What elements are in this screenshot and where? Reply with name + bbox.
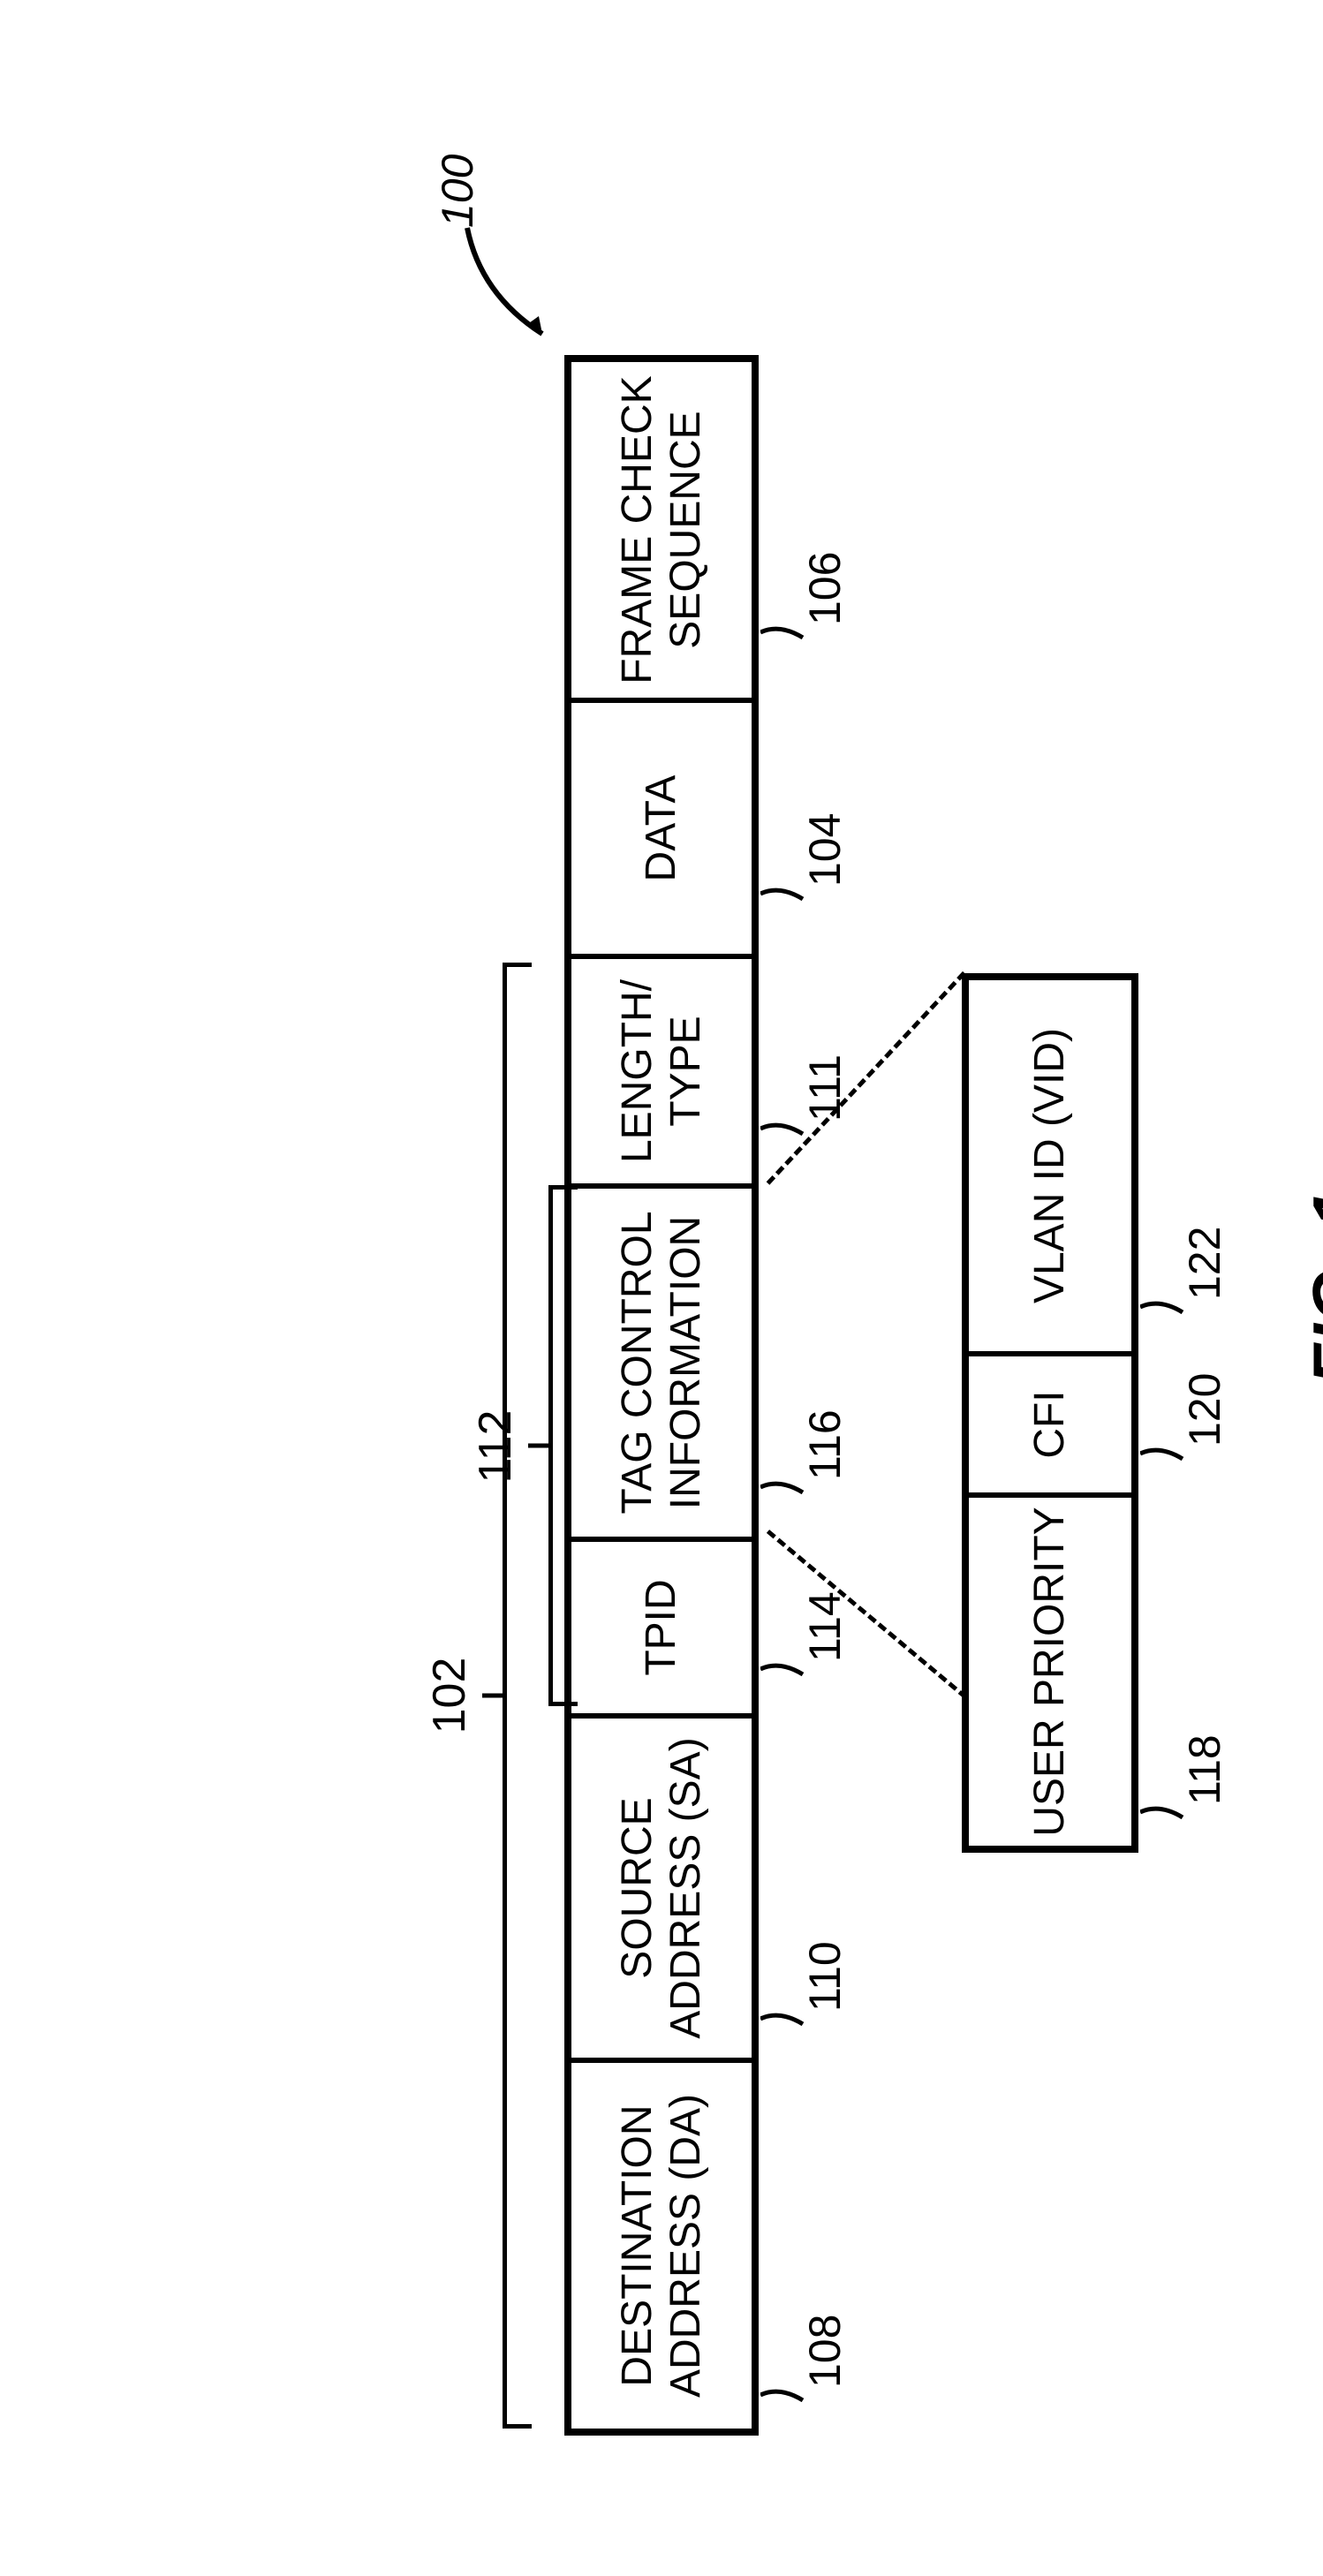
tci-field: USER PRIORITY — [969, 1492, 1131, 1846]
frame-field: TPID — [571, 1537, 752, 1713]
ref-tick — [760, 1100, 805, 1136]
expand-line-right — [767, 971, 966, 1185]
frame-structure: DESTINATIONADDRESS (DA)SOURCEADDRESS (SA… — [564, 355, 759, 2436]
ref-tick — [760, 1641, 805, 1676]
bracket-header — [503, 963, 507, 2429]
ref-118: 118 — [1179, 1734, 1230, 1805]
frame-field: DATA — [571, 698, 752, 954]
figure-label: FIG. 1 — [1297, 1138, 1323, 1437]
ref-116: 116 — [799, 1409, 850, 1480]
ref-122: 122 — [1179, 1227, 1230, 1300]
ref-tick — [1140, 1784, 1184, 1819]
ref-104: 104 — [799, 813, 850, 887]
frame-field: DESTINATIONADDRESS (DA) — [571, 2058, 752, 2429]
ref-111: 111 — [799, 1054, 850, 1122]
ref-tick — [1140, 1279, 1184, 1314]
ref-102: 102 — [423, 1658, 476, 1734]
ref-100: 100 — [432, 155, 483, 228]
ref-tick — [760, 604, 805, 639]
ref-108: 108 — [799, 2315, 850, 2388]
ref-100-arrow — [458, 210, 560, 343]
ref-tick — [1140, 1425, 1184, 1461]
figure-caption: FIG. 1 (PRIOR ART) — [1297, 1138, 1323, 1437]
ref-120: 120 — [1179, 1373, 1230, 1447]
tci-field: VLAN ID (VID) — [969, 980, 1131, 1351]
tci-field: CFI — [969, 1351, 1131, 1492]
ref-tick — [760, 1991, 805, 2026]
ref-tick — [760, 865, 805, 901]
frame-field: LENGTH/TYPE — [571, 954, 752, 1183]
ref-tick — [760, 1459, 805, 1494]
frame-field: SOURCEADDRESS (SA) — [571, 1713, 752, 2058]
frame-field: FRAME CHECKSEQUENCE — [571, 362, 752, 698]
ref-106: 106 — [799, 552, 850, 625]
diagram-root: 102 112 100 DESTINATIONADDRESS (DA)SOURC… — [564, 140, 759, 2436]
ref-114: 114 — [799, 1591, 850, 1662]
ref-112: 112 — [469, 1410, 522, 1484]
ref-110: 110 — [799, 1941, 850, 2012]
ref-tick — [760, 2367, 805, 2402]
bracket-tag — [548, 1185, 553, 1706]
frame-field: TAG CONTROLINFORMATION — [571, 1183, 752, 1537]
tci-structure: USER PRIORITYCFIVLAN ID (VID) — [962, 973, 1138, 1853]
